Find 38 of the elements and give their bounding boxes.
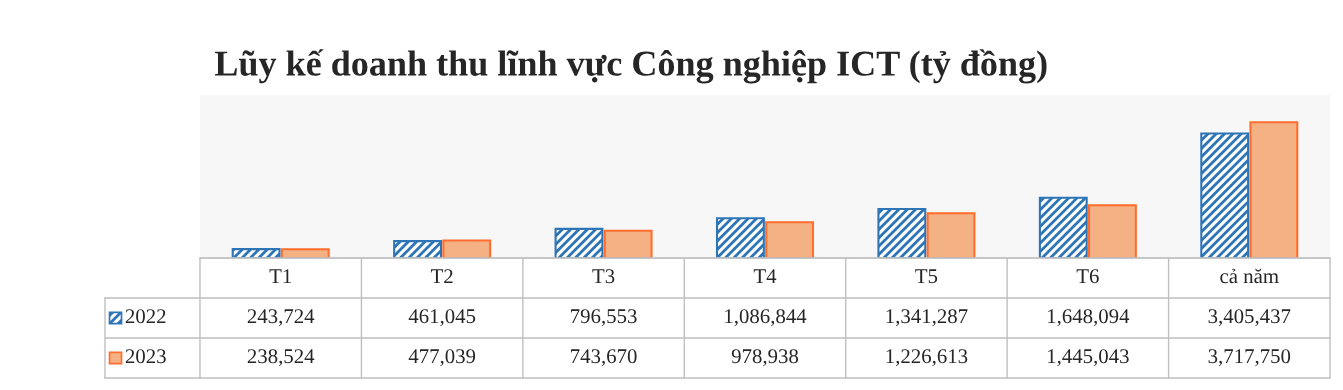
bar <box>1087 204 1137 258</box>
x-tick-label: T6 <box>1076 269 1099 284</box>
legend-label: 2022 <box>125 309 166 324</box>
data-label: 1,086,844 <box>725 309 807 327</box>
data-label: 3,405,437 <box>1208 309 1291 327</box>
data-label: 1,341,287 <box>886 309 968 327</box>
x-tick-label: T2 <box>430 269 453 284</box>
bar <box>393 240 443 258</box>
x-tick-label: T5 <box>915 269 938 284</box>
bar <box>231 248 281 258</box>
bar <box>603 229 653 258</box>
bar <box>442 239 492 258</box>
bar <box>1200 132 1250 258</box>
bar <box>554 227 604 258</box>
bar <box>1038 196 1088 258</box>
data-label: 1,226,613 <box>886 349 968 367</box>
x-tick-label: T3 <box>592 269 615 284</box>
bar <box>877 207 927 258</box>
data-label: 238,524 <box>247 349 315 367</box>
x-tick-label: T4 <box>753 269 777 284</box>
bar <box>280 248 330 258</box>
chart-title: Lũy kế doanh thu lĩnh vực Công nghiệp ICT (tỷ đồng) <box>214 49 1047 84</box>
bar <box>765 221 815 258</box>
data-label: 743,670 <box>571 349 637 367</box>
data-label: 1,445,043 <box>1048 349 1129 367</box>
legend-label: 2023 <box>125 349 166 364</box>
data-label: 978,938 <box>731 349 799 367</box>
x-tick-label: T1 <box>269 269 292 284</box>
data-label: 243,724 <box>247 309 315 327</box>
data-label: 461,045 <box>408 309 476 327</box>
bar <box>926 212 976 258</box>
data-label: 1,648,094 <box>1048 309 1130 327</box>
bar <box>715 217 765 258</box>
x-tick-label: cả năm <box>1220 268 1279 284</box>
data-label: 477,039 <box>408 349 476 367</box>
bar <box>1249 121 1299 258</box>
data-label: 3,717,750 <box>1208 349 1291 367</box>
data-label: 796,553 <box>571 309 637 327</box>
